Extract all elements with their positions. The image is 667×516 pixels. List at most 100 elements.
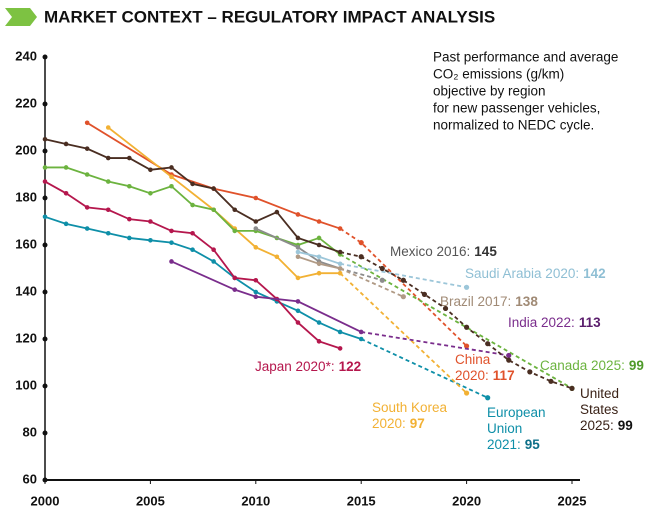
series-target-value: 113 <box>579 315 601 330</box>
series-target-value: 99 <box>618 418 633 433</box>
data-point <box>232 207 238 213</box>
projection-point <box>358 254 364 260</box>
data-point <box>316 261 322 267</box>
series-label-text: 2025: <box>580 418 614 433</box>
series-label-text: India 2022: <box>508 315 575 330</box>
data-point <box>127 155 132 161</box>
data-point <box>169 174 174 180</box>
series-label-text: Union <box>487 421 522 436</box>
data-point <box>295 245 301 250</box>
series-label: 2020: 117 <box>455 368 515 383</box>
data-point <box>316 219 322 224</box>
y-tick <box>42 101 48 107</box>
series-label-text: South Korea <box>372 400 448 415</box>
data-point <box>295 254 301 260</box>
data-point <box>148 238 153 243</box>
data-point <box>105 207 111 213</box>
data-point <box>295 308 301 314</box>
x-tick-label: 2025 <box>558 493 587 508</box>
series-line <box>107 126 341 279</box>
data-point <box>337 346 343 351</box>
x-tick-label: 2010 <box>241 493 270 508</box>
data-point <box>148 191 153 196</box>
data-point <box>105 155 111 161</box>
y-tick <box>42 54 48 60</box>
projection-line <box>360 338 489 399</box>
series-line <box>45 166 341 256</box>
series-label-text: United <box>580 386 619 401</box>
subtitle: normalized to NEDC cycle. <box>433 118 594 133</box>
data-point <box>84 172 90 177</box>
projection-point <box>464 343 470 349</box>
subtitle: CO₂ emissions (g/km) <box>433 67 564 82</box>
data-point <box>295 235 301 241</box>
series-target-value: 145 <box>474 244 497 259</box>
y-tick <box>42 242 48 248</box>
data-point <box>105 230 111 236</box>
series-label: 2020: 97 <box>372 416 425 431</box>
subtitle: objective by region <box>433 84 546 99</box>
projection-point <box>379 265 385 272</box>
projection-point <box>485 395 491 401</box>
projection-line <box>339 251 573 390</box>
data-point <box>232 287 238 292</box>
data-point <box>84 205 90 210</box>
data-point <box>232 275 238 281</box>
series-label-text: 2020: <box>455 368 489 383</box>
y-tick <box>42 383 48 389</box>
subtitle: for new passenger vehicles, <box>433 101 600 116</box>
data-point <box>253 245 259 250</box>
data-point <box>274 254 280 260</box>
data-point <box>337 329 343 335</box>
series-target-value: 117 <box>493 368 515 383</box>
series-label-text: Canada 2025: <box>540 358 625 373</box>
data-point <box>169 165 174 170</box>
projection-point <box>400 294 406 300</box>
data-point <box>84 226 90 231</box>
series-label-text: Mexico 2016: <box>390 244 470 259</box>
data-point <box>253 226 259 231</box>
y-tick-label: 60 <box>23 471 37 486</box>
data-point <box>316 320 322 325</box>
series-label: China <box>455 352 491 367</box>
series-label-text: 2020: <box>372 416 406 431</box>
x-tick-label: 2005 <box>136 493 165 508</box>
projection-line <box>339 262 467 289</box>
series-label-text: States <box>580 402 619 417</box>
series-label: Brazil 2017: 138 <box>440 294 538 309</box>
y-tick-label: 180 <box>15 189 37 204</box>
series-label-text: 2021: <box>487 437 521 452</box>
series-label-text: Brazil 2017: <box>440 294 511 309</box>
series-line <box>44 215 362 340</box>
y-tick-label: 120 <box>15 330 37 345</box>
series-target-value: 142 <box>583 266 606 281</box>
series-label: United <box>580 386 619 401</box>
data-point <box>63 141 69 147</box>
data-point <box>127 183 132 189</box>
series-label: Mexico 2016: 145 <box>390 244 497 259</box>
projection-point <box>442 305 449 312</box>
projection-point <box>464 284 470 290</box>
projection-point <box>548 378 554 384</box>
data-point <box>84 146 90 151</box>
y-tick-label: 240 <box>15 48 37 63</box>
data-point <box>190 181 195 187</box>
projection-point <box>485 341 491 347</box>
series-label: Saudi Arabia 2020: 142 <box>465 266 606 281</box>
projection-point <box>358 240 364 246</box>
projection-point <box>506 352 512 359</box>
data-point <box>253 289 259 295</box>
series-label: Canada 2025: 99 <box>540 358 644 373</box>
data-point <box>232 228 238 234</box>
data-point <box>253 219 259 224</box>
data-point <box>211 259 216 264</box>
projection-line <box>339 272 468 394</box>
y-tick <box>42 289 48 295</box>
data-point <box>316 270 322 276</box>
y-tick <box>42 148 48 154</box>
x-tick-label: 2020 <box>452 493 481 508</box>
data-point <box>253 195 259 201</box>
series-label-text: European <box>487 405 546 420</box>
y-tick <box>42 195 48 201</box>
